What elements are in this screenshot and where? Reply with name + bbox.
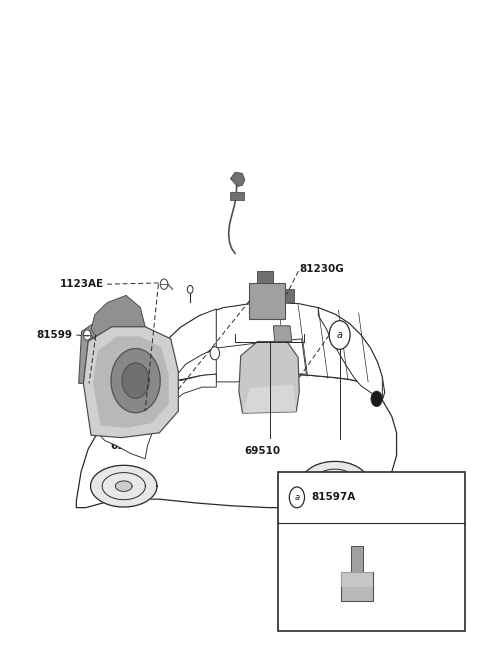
Polygon shape: [140, 309, 216, 403]
Polygon shape: [129, 302, 384, 412]
Polygon shape: [285, 290, 294, 302]
Polygon shape: [259, 339, 306, 380]
Polygon shape: [250, 283, 285, 319]
Text: 69510: 69510: [245, 446, 281, 456]
Text: 69521: 69521: [110, 441, 146, 451]
Polygon shape: [229, 192, 244, 200]
Polygon shape: [340, 572, 373, 587]
Polygon shape: [216, 343, 259, 382]
Circle shape: [84, 330, 91, 340]
Polygon shape: [257, 271, 273, 283]
FancyBboxPatch shape: [278, 472, 466, 631]
Polygon shape: [318, 307, 383, 400]
Circle shape: [289, 487, 304, 508]
Text: 81230G: 81230G: [300, 263, 344, 273]
Polygon shape: [79, 311, 145, 384]
Circle shape: [371, 391, 383, 407]
Polygon shape: [351, 546, 362, 572]
Polygon shape: [76, 373, 396, 508]
Polygon shape: [91, 296, 145, 339]
Polygon shape: [91, 465, 157, 507]
Polygon shape: [230, 172, 245, 187]
Polygon shape: [242, 384, 296, 413]
Text: 81599: 81599: [36, 330, 72, 340]
Polygon shape: [274, 326, 292, 342]
Text: 1123AE: 1123AE: [60, 279, 104, 289]
Text: 81597A: 81597A: [311, 492, 355, 503]
Polygon shape: [122, 363, 149, 398]
Polygon shape: [239, 342, 300, 413]
Text: a: a: [336, 330, 343, 340]
Circle shape: [210, 347, 219, 360]
Circle shape: [187, 286, 193, 293]
Polygon shape: [340, 572, 373, 601]
Polygon shape: [326, 478, 343, 489]
Circle shape: [329, 321, 350, 350]
Polygon shape: [97, 374, 216, 459]
Polygon shape: [116, 481, 132, 491]
Polygon shape: [301, 461, 369, 506]
Polygon shape: [84, 327, 179, 438]
Circle shape: [160, 279, 168, 290]
Polygon shape: [111, 349, 160, 413]
Text: a: a: [294, 493, 300, 502]
Polygon shape: [93, 336, 169, 428]
